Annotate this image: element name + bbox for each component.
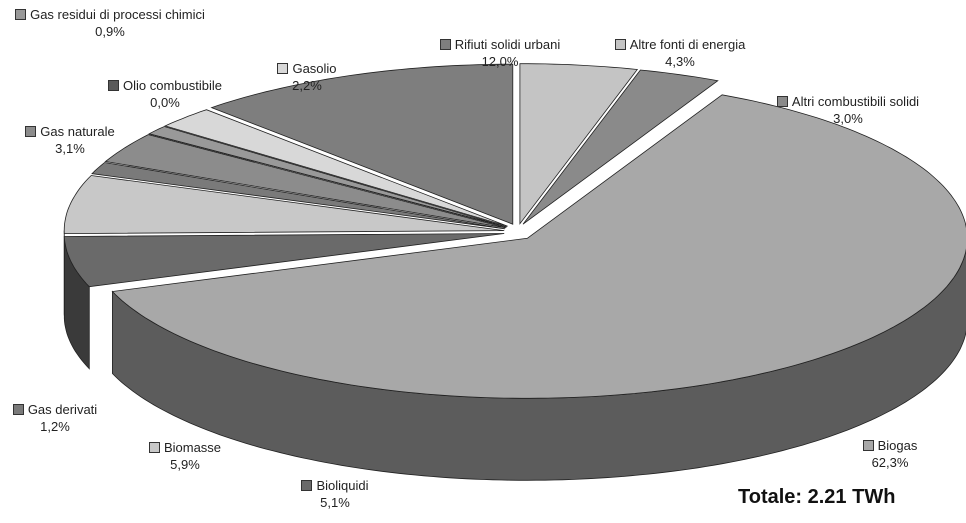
category-name: Biogas <box>877 438 918 453</box>
label-marker <box>862 440 874 451</box>
label-marker <box>439 39 451 50</box>
slice-label: Gas residui di processi chimici 0,9% <box>0 6 220 40</box>
slice-label: Biomasse 5,9% <box>125 439 245 473</box>
value-label: 5,1% <box>320 495 350 510</box>
slice-label: Gasolio 2,2% <box>262 60 352 94</box>
slice-label: Rifiuti solidi urbani 12,0% <box>420 36 580 70</box>
label-marker <box>148 442 160 453</box>
category-name: Gas derivati <box>27 402 98 417</box>
value-label: 4,3% <box>665 54 695 69</box>
slice <box>63 175 505 235</box>
slice <box>104 134 507 229</box>
slice-label: Altri combustibili solidi 3,0% <box>748 93 948 127</box>
category-name: Gas residui di processi chimici <box>30 7 205 22</box>
slice <box>91 162 506 230</box>
value-label: 0,0% <box>150 95 180 110</box>
value-label: 0,9% <box>95 24 125 39</box>
label-marker <box>12 404 24 415</box>
total-annotation: Totale: 2.21 TWh <box>738 486 896 508</box>
label-marker <box>277 63 289 74</box>
slice-label: Gas naturale 3,1% <box>10 123 130 157</box>
category-name: Gasolio <box>292 61 337 76</box>
slice-label: Olio combustibile 0,0% <box>80 77 250 111</box>
slice <box>148 126 508 228</box>
label-marker <box>776 96 788 107</box>
label-marker <box>15 9 27 20</box>
label-marker <box>301 480 313 491</box>
slice-label: Gas derivati 1,2% <box>0 401 110 435</box>
slice-label: Altre fonti di energia 4,3% <box>580 36 780 70</box>
slice <box>210 63 514 225</box>
slice <box>522 69 719 225</box>
category-name: Altri combustibili solidi <box>791 94 920 109</box>
category-name: Biomasse <box>163 440 222 455</box>
slice <box>63 233 505 288</box>
slice <box>111 94 966 399</box>
value-label: 62,3% <box>871 455 909 470</box>
slice <box>164 109 508 227</box>
category-name: Altre fonti di energia <box>629 37 746 52</box>
value-label: 5,9% <box>170 457 200 472</box>
slice-label: Biogas 62,3% <box>830 437 950 471</box>
category-name: Bioliquidi <box>316 478 369 493</box>
value-label: 3,1% <box>55 141 85 156</box>
category-name: Olio combustibile <box>123 78 222 93</box>
label-marker <box>25 126 37 137</box>
slice <box>519 63 639 225</box>
label-marker <box>614 39 626 50</box>
label-marker <box>108 80 119 91</box>
tops <box>63 63 966 399</box>
value-label: 12,0% <box>481 54 519 69</box>
value-label: 3,0% <box>833 111 863 126</box>
value-label: 2,2% <box>292 78 322 93</box>
slice-label: Bioliquidi 5,1% <box>270 477 400 511</box>
value-label: 1,2% <box>40 419 70 434</box>
category-name: Gas naturale <box>40 124 115 139</box>
category-name: Rifiuti solidi urbani <box>454 37 561 52</box>
